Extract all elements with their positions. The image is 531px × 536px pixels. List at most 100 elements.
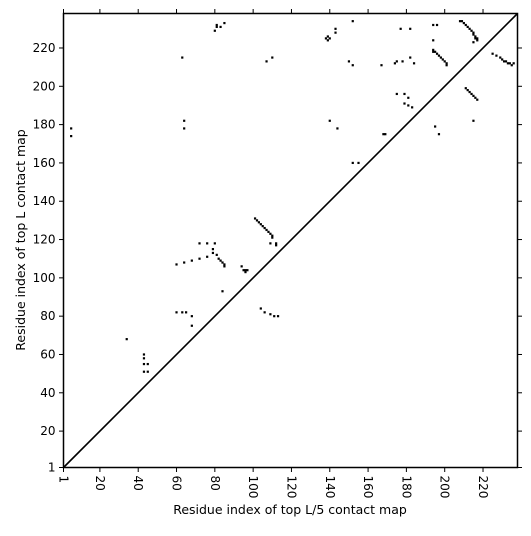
contact-point	[434, 125, 437, 128]
contact-point	[223, 265, 226, 268]
y-tick-label: 40	[40, 386, 55, 400]
contact-point	[219, 25, 222, 29]
contact-point	[211, 251, 215, 255]
y-tick-label: 1	[48, 461, 56, 475]
plot-frame	[62, 12, 519, 469]
contact-point	[215, 23, 218, 27]
contact-point	[181, 56, 184, 59]
contact-point	[223, 263, 226, 266]
contact-point	[474, 37, 477, 40]
contact-point	[275, 242, 278, 245]
contact-point	[271, 234, 274, 237]
contact-point	[434, 50, 437, 53]
x-tick-label: 180	[399, 476, 413, 499]
contact-point	[409, 27, 412, 30]
contact-point	[221, 261, 224, 264]
contact-point	[183, 261, 186, 264]
contact-point	[472, 31, 475, 34]
contact-point	[407, 96, 410, 99]
contact-point	[474, 96, 477, 99]
contact-point	[142, 357, 146, 360]
x-tick-label: 220	[476, 476, 490, 499]
contact-point	[411, 106, 414, 109]
y-tick-label: 60	[40, 347, 55, 361]
contact-point	[407, 104, 410, 107]
contact-point	[435, 52, 439, 55]
x-tick-label: 200	[438, 476, 452, 499]
contact-point	[437, 54, 441, 57]
contact-point	[476, 37, 479, 40]
contact-point	[393, 62, 396, 65]
contact-point	[476, 98, 479, 101]
contact-point	[269, 232, 272, 235]
x-axis-label: Residue index of top L/5 contact map	[173, 502, 407, 517]
contact-point	[275, 244, 278, 247]
contact-point	[273, 315, 276, 318]
contact-point	[506, 62, 510, 65]
contact-point	[142, 353, 146, 356]
contact-point	[328, 119, 331, 122]
contact-point	[324, 37, 328, 40]
contact-point	[183, 127, 186, 130]
contact-point	[181, 311, 184, 314]
contact-point	[125, 338, 128, 341]
contact-point	[190, 315, 193, 318]
contact-point	[223, 21, 226, 25]
contact-point	[271, 236, 274, 239]
contact-point	[190, 324, 193, 327]
contact-point	[466, 89, 469, 92]
contact-point	[244, 269, 247, 272]
contact-point	[462, 21, 465, 25]
contact-point	[439, 56, 442, 59]
contact-point	[269, 313, 272, 316]
y-tick-label: 220	[33, 41, 56, 55]
contact-point	[466, 25, 469, 29]
contact-point	[70, 127, 73, 130]
contact-point	[334, 31, 337, 34]
contact-point	[472, 119, 475, 122]
y-tick-label: 100	[33, 271, 56, 285]
contact-point	[219, 259, 222, 262]
contact-point	[460, 20, 464, 23]
contact-point	[265, 60, 268, 63]
contact-point	[257, 221, 260, 224]
contact-point	[265, 228, 268, 232]
contact-point	[432, 50, 435, 53]
contact-point	[261, 225, 264, 228]
contact-point	[464, 23, 467, 27]
contact-point	[403, 92, 406, 96]
contact-point	[351, 64, 354, 67]
contact-point	[472, 41, 475, 44]
contact-point	[183, 119, 186, 122]
contact-point	[185, 311, 188, 314]
contact-point	[435, 23, 439, 27]
contact-point	[470, 29, 473, 32]
contact-point	[468, 90, 471, 94]
contact-point	[217, 257, 220, 260]
contact-point	[336, 127, 339, 130]
contact-point	[326, 35, 329, 38]
x-tick-label: 100	[246, 476, 260, 499]
contact-point	[326, 39, 329, 42]
contact-point	[175, 263, 178, 266]
contact-point	[464, 87, 467, 90]
contact-point	[244, 271, 247, 274]
contact-point	[403, 102, 406, 105]
y-tick-label: 140	[33, 194, 56, 208]
contact-point	[380, 64, 383, 67]
contact-point	[491, 52, 494, 55]
contact-point	[468, 27, 471, 30]
contact-point	[269, 242, 272, 245]
contact-point	[246, 269, 249, 272]
contact-point	[472, 94, 475, 97]
contact-point	[432, 23, 435, 27]
y-tick-label: 80	[40, 309, 55, 323]
contact-point	[175, 311, 178, 314]
contact-point	[351, 161, 354, 165]
contact-point	[510, 64, 513, 67]
points-layer	[70, 20, 515, 373]
contact-point	[211, 248, 215, 251]
contact-point	[213, 29, 216, 32]
